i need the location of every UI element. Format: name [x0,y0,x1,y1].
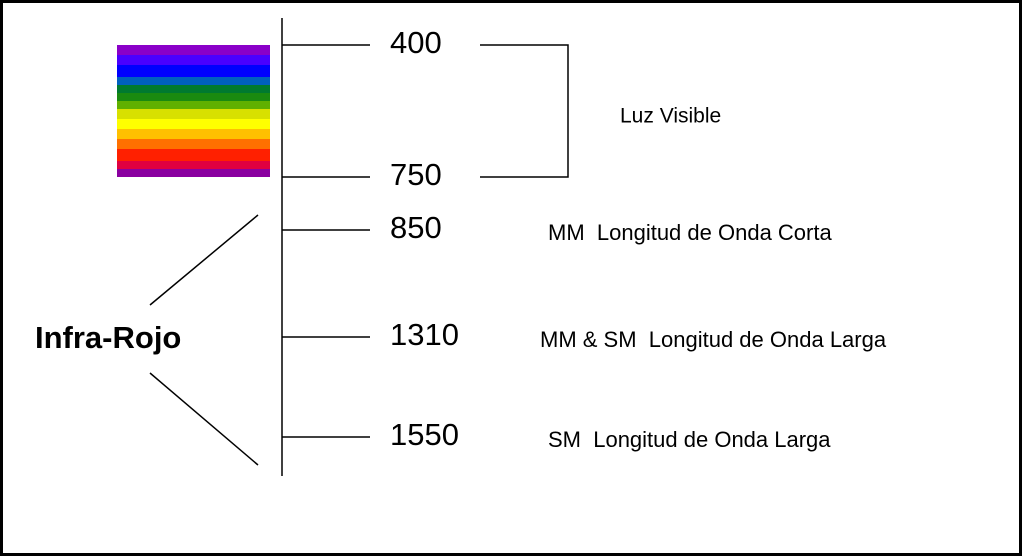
wavelength-description: MM Longitud de Onda Corta [548,220,832,245]
visible-label: Luz Visible [620,105,721,128]
wavelength: 1310 [390,317,459,352]
infrared-label: Infra-Rojo [35,320,181,355]
wavelength: 1550 [390,417,459,452]
diagram: Luz Visible Infra-Rojo 400 750 850 MM Longi… [0,0,1024,558]
wavelength-description: MM & SM Longitud de Onda Larga [540,327,887,352]
spectrum [117,45,270,177]
wavelength: 750 [390,157,442,192]
wavelength-description: SM Longitud de Onda Larga [548,427,831,452]
wavelength: 400 [390,25,442,60]
wavelength: 850 [390,210,442,245]
